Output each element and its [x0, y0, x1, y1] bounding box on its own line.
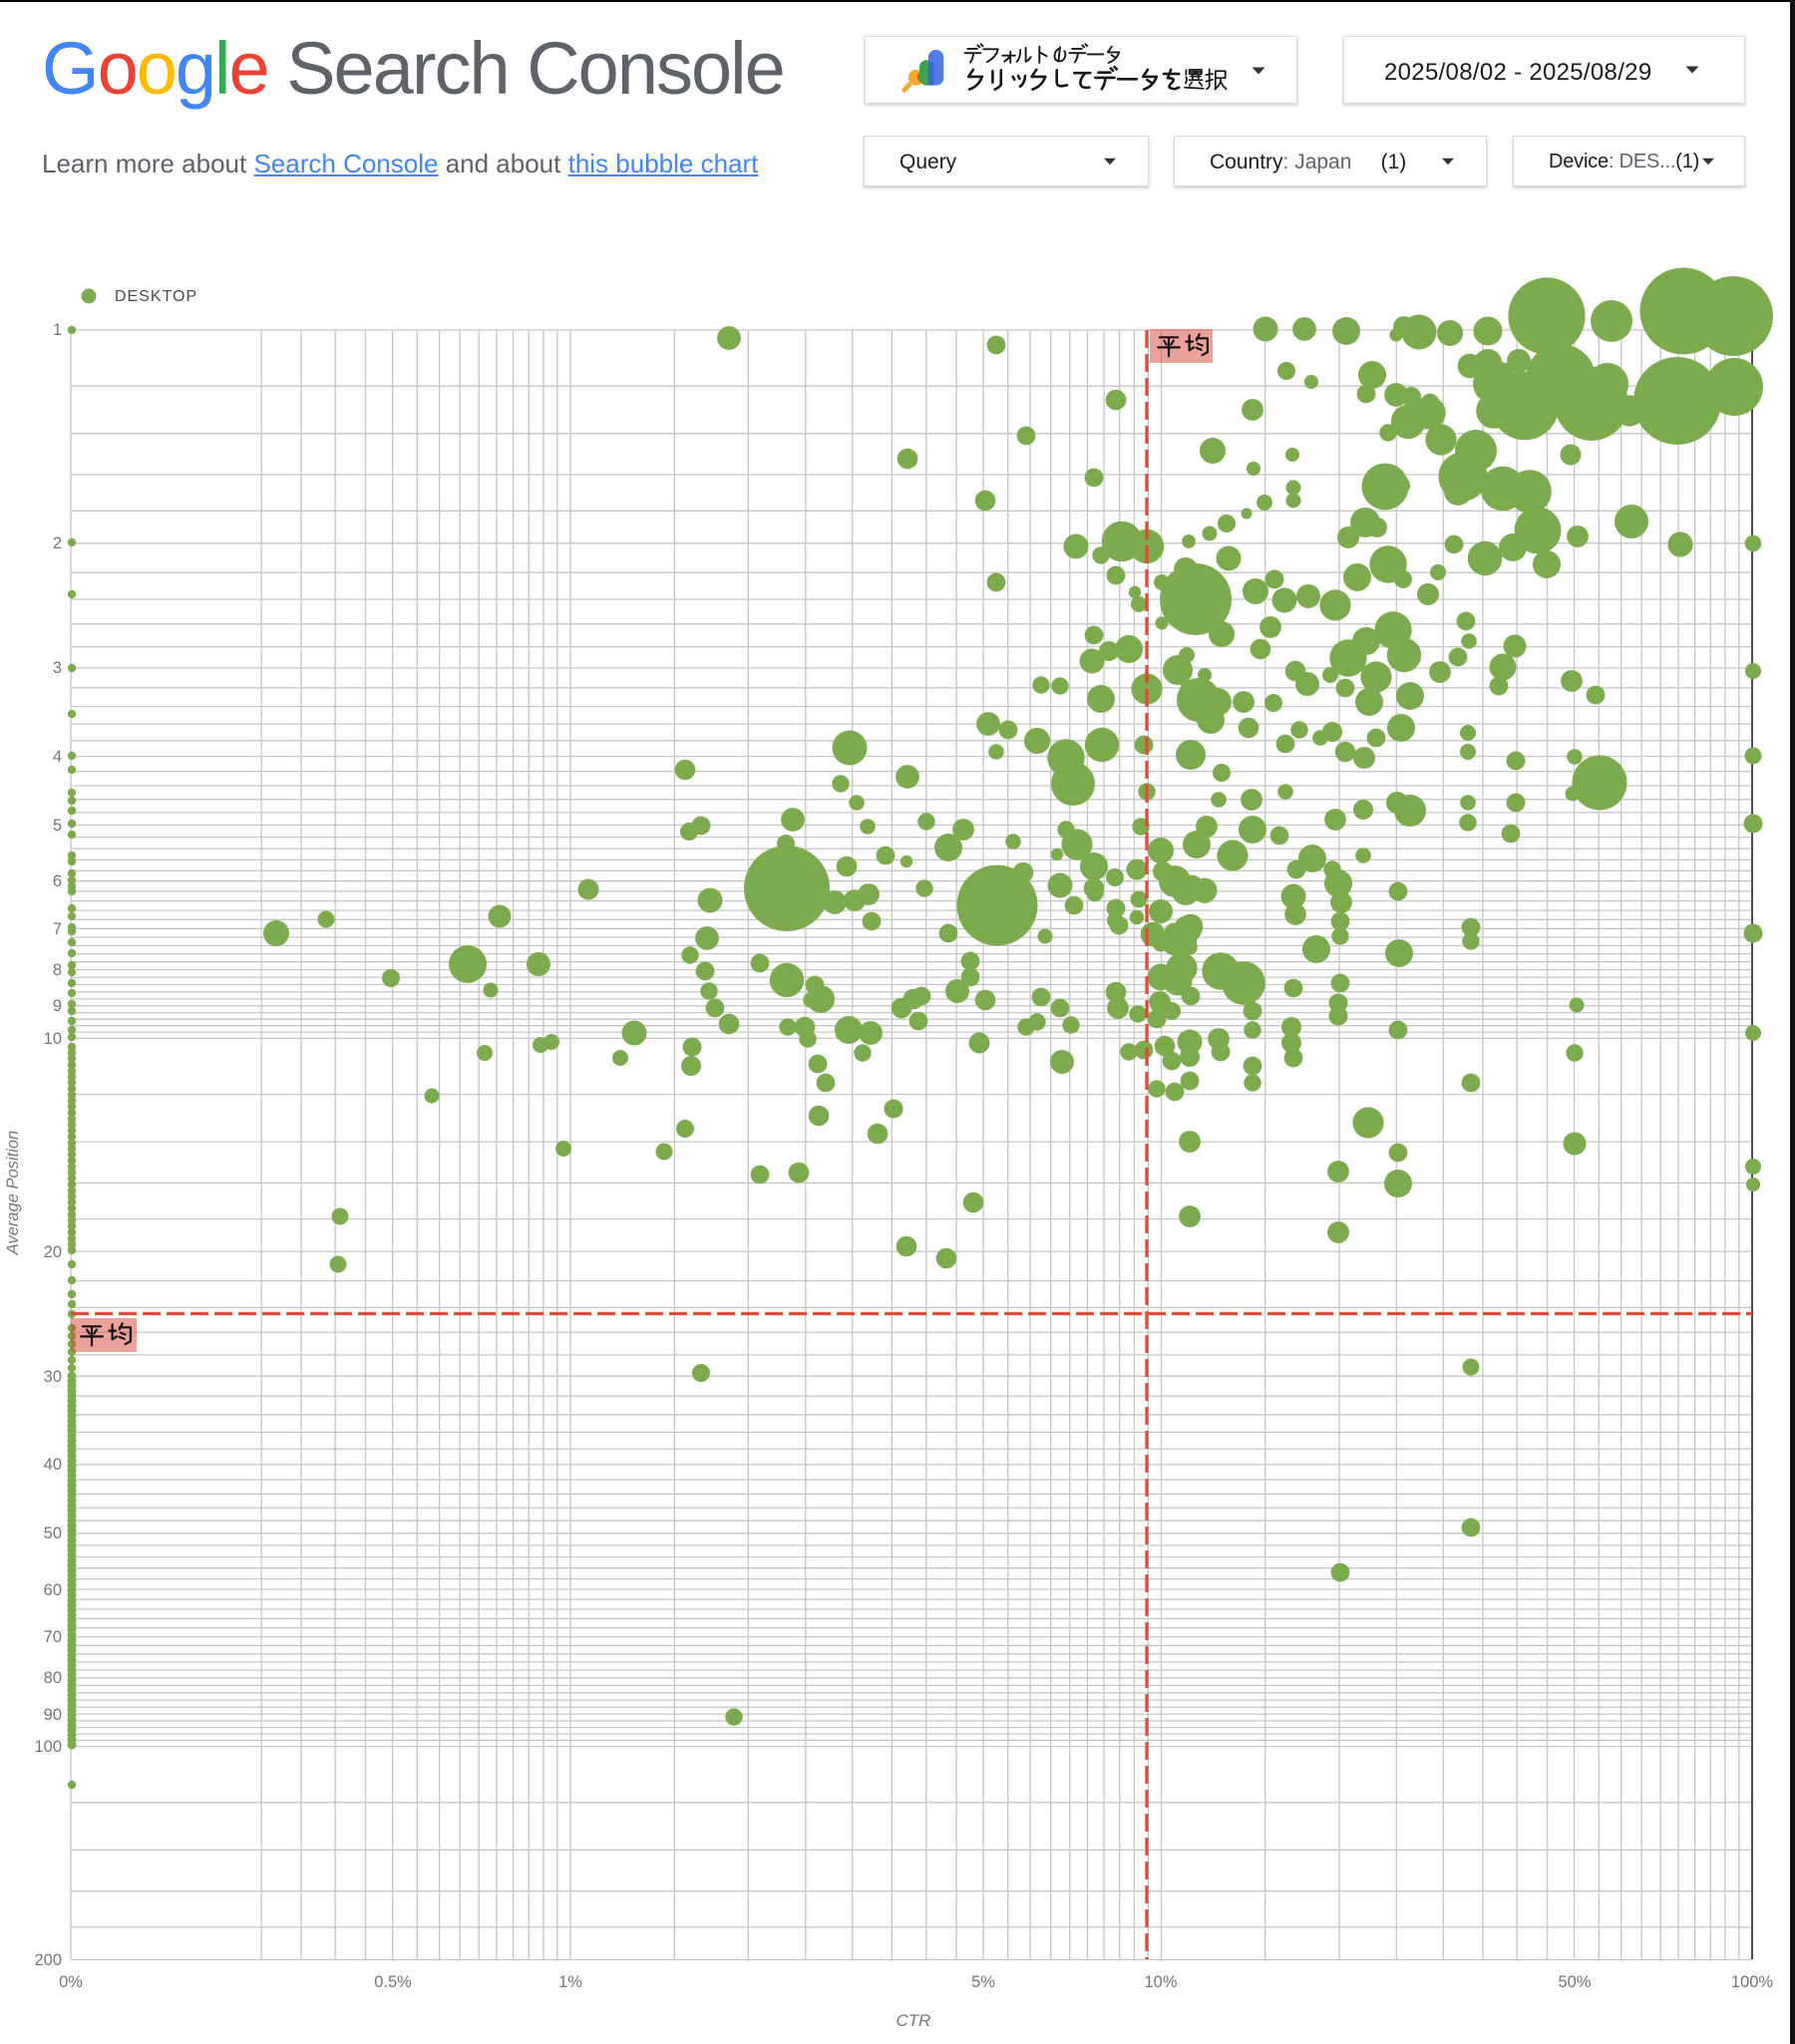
svg-text:8: 8	[53, 961, 62, 979]
svg-text:6: 6	[53, 872, 62, 890]
svg-text:2: 2	[53, 534, 62, 552]
svg-text:Average Position: Average Position	[4, 1131, 22, 1255]
svg-text:7: 7	[53, 920, 62, 938]
svg-text:90: 90	[44, 1706, 62, 1724]
svg-text:9: 9	[53, 997, 62, 1015]
svg-text:60: 60	[44, 1581, 62, 1599]
svg-text:DESKTOP: DESKTOP	[115, 288, 197, 305]
svg-text:4: 4	[53, 748, 62, 766]
svg-text:5%: 5%	[971, 1973, 995, 1991]
svg-text:10: 10	[44, 1030, 62, 1048]
svg-text:20: 20	[44, 1243, 62, 1261]
svg-text:40: 40	[44, 1456, 62, 1474]
svg-text:10%: 10%	[1144, 1973, 1177, 1991]
svg-text:0%: 0%	[59, 1973, 83, 1991]
svg-text:100%: 100%	[1731, 1973, 1774, 1991]
svg-text:50: 50	[44, 1525, 62, 1542]
svg-text:1%: 1%	[558, 1973, 582, 1991]
svg-text:70: 70	[44, 1628, 62, 1646]
svg-text:50%: 50%	[1558, 1973, 1591, 1991]
svg-text:100: 100	[34, 1738, 62, 1756]
svg-text:3: 3	[53, 659, 62, 677]
svg-text:CTR: CTR	[897, 2011, 931, 2030]
svg-text:30: 30	[44, 1368, 62, 1386]
svg-text:200: 200	[34, 1951, 62, 1969]
svg-text:5: 5	[53, 817, 62, 835]
svg-text:1: 1	[53, 321, 62, 339]
svg-text:0.5%: 0.5%	[374, 1973, 412, 1991]
svg-text:80: 80	[44, 1669, 62, 1687]
